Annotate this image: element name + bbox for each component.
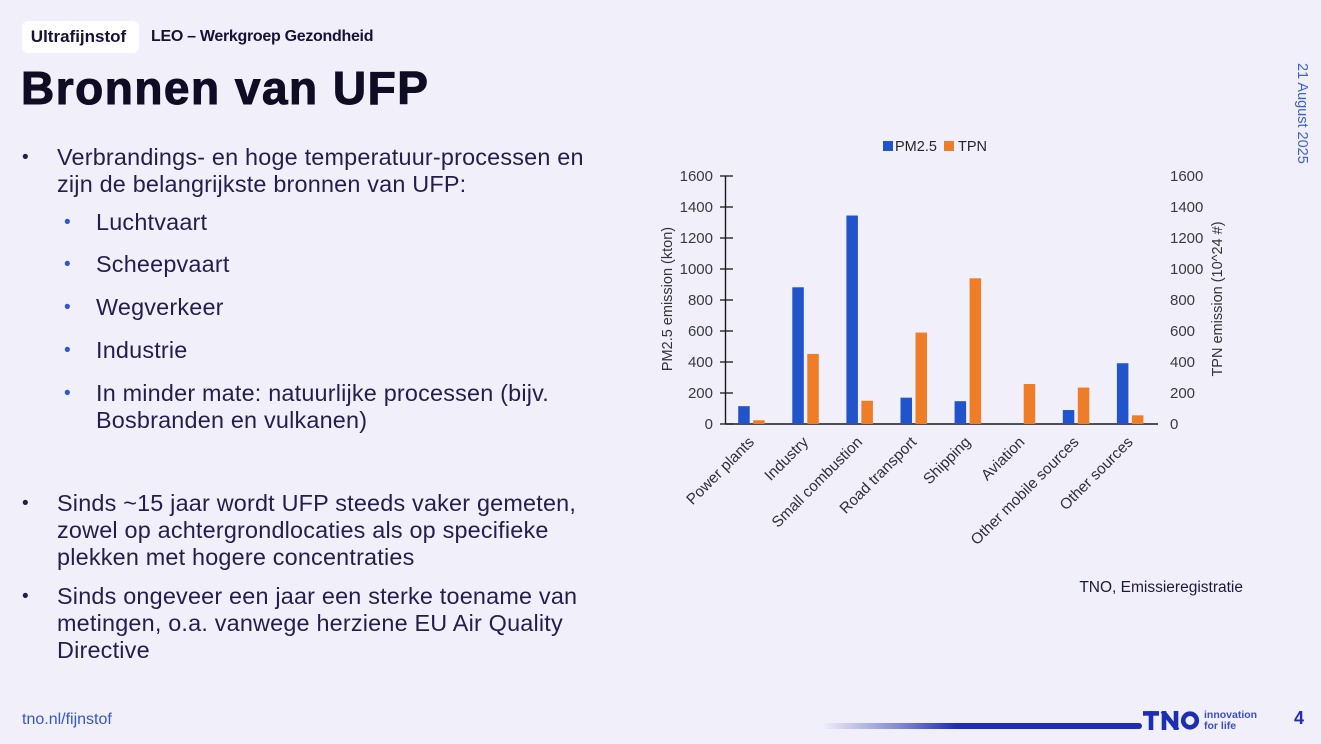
svg-text:1000: 1000 <box>1170 261 1203 278</box>
svg-text:1200: 1200 <box>680 230 713 247</box>
svg-text:400: 400 <box>1170 354 1195 371</box>
svg-text:200: 200 <box>688 385 713 402</box>
svg-text:1200: 1200 <box>1170 230 1203 247</box>
svg-text:Shipping: Shipping <box>920 434 974 488</box>
svg-text:Other mobile sources: Other mobile sources <box>968 434 1083 549</box>
svg-text:600: 600 <box>1170 323 1195 340</box>
svg-text:1600: 1600 <box>680 168 713 185</box>
svg-text:600: 600 <box>688 323 713 340</box>
svg-text:0: 0 <box>705 416 713 433</box>
svg-text:TPN: TPN <box>958 139 987 155</box>
svg-text:Small combustion: Small combustion <box>769 434 866 531</box>
svg-text:TPN emission (10^24 #): TPN emission (10^24 #) <box>1210 221 1226 376</box>
svg-text:1000: 1000 <box>680 261 713 278</box>
svg-text:Industry: Industry <box>761 434 812 485</box>
svg-text:1400: 1400 <box>680 199 713 216</box>
svg-text:TNO, Emissieregistratie: TNO, Emissieregistratie <box>1079 579 1243 596</box>
svg-text:200: 200 <box>1170 385 1195 402</box>
svg-text:1400: 1400 <box>1170 199 1203 216</box>
svg-text:400: 400 <box>688 354 713 371</box>
svg-text:1600: 1600 <box>1170 168 1203 185</box>
svg-text:Aviation: Aviation <box>978 434 1028 484</box>
svg-text:800: 800 <box>688 292 713 309</box>
svg-text:800: 800 <box>1170 292 1195 309</box>
svg-text:PM2.5: PM2.5 <box>895 139 937 155</box>
svg-text:PM2.5 emission (kton): PM2.5 emission (kton) <box>660 227 676 371</box>
svg-text:0: 0 <box>1170 416 1178 433</box>
svg-text:Power plants: Power plants <box>683 434 758 509</box>
